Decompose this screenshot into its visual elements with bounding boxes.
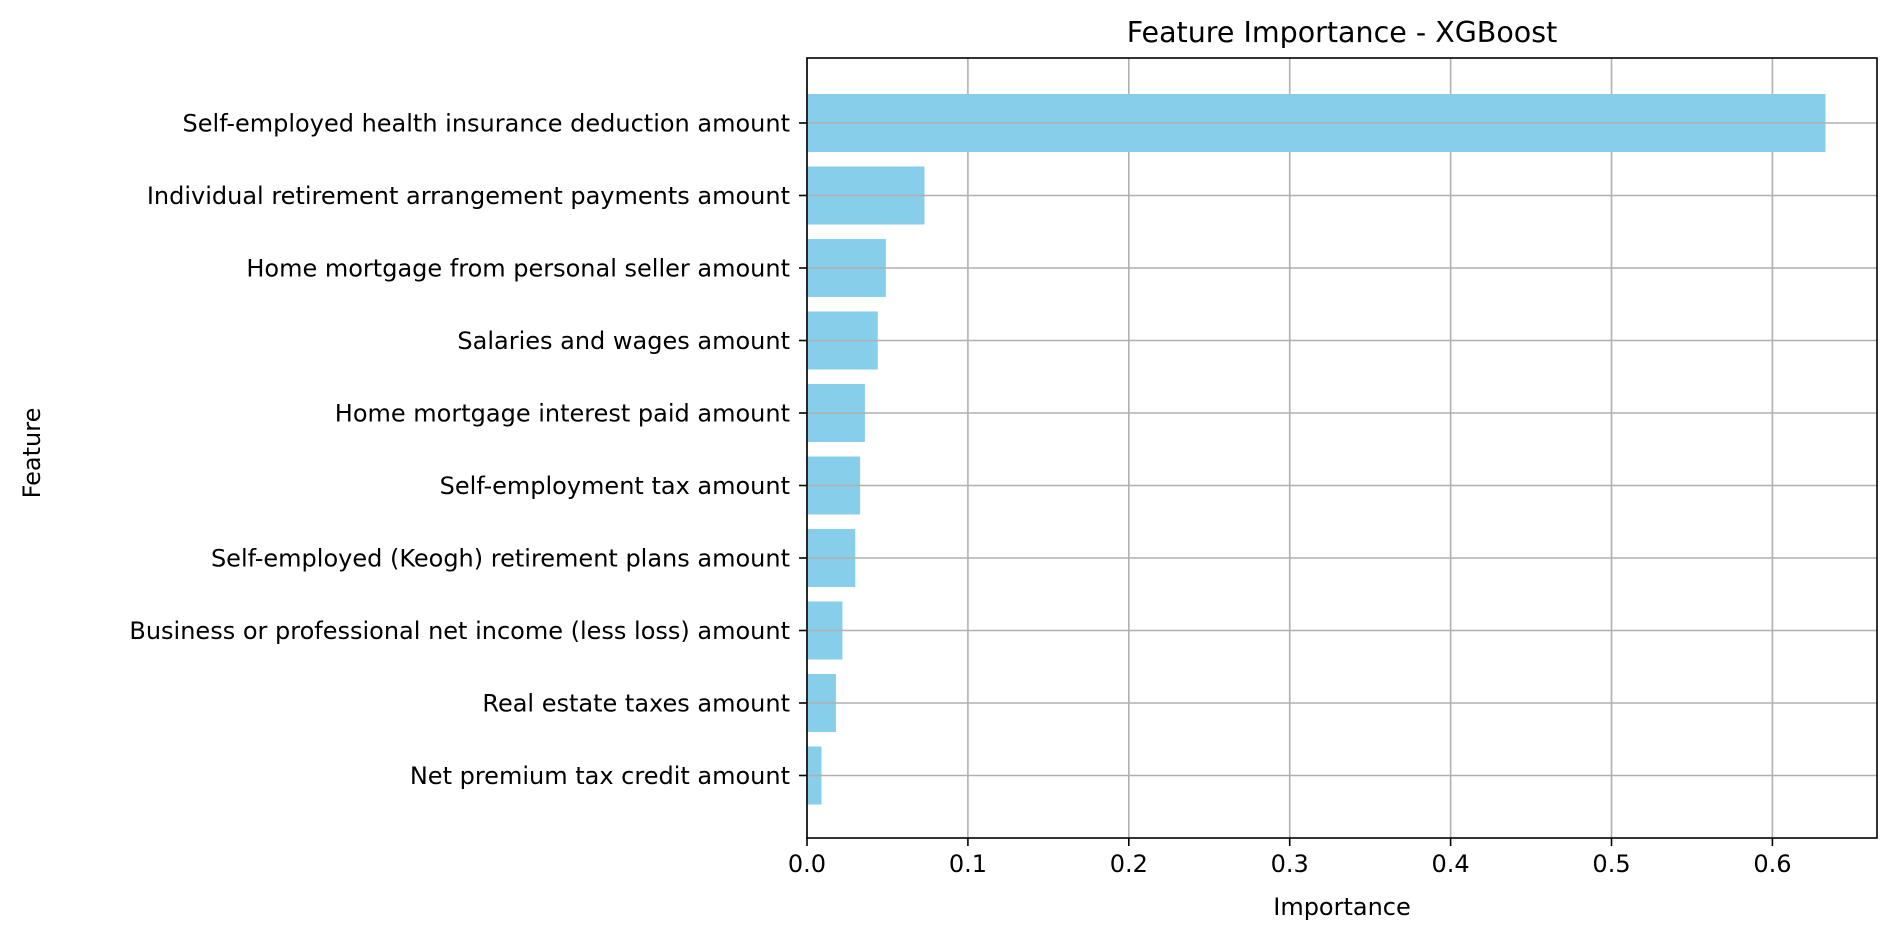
x-tick-label: 0.0 <box>788 850 826 878</box>
plot-frame <box>806 57 1878 839</box>
y-tick-label: Self-employment tax amount <box>440 472 790 500</box>
y-tick-label: Real estate taxes amount <box>482 690 790 718</box>
x-tick-label: 0.3 <box>1271 850 1309 878</box>
y-tick-label: Business or professional net income (les… <box>129 617 790 645</box>
x-tick-label: 0.4 <box>1432 850 1470 878</box>
x-tick-label: 0.1 <box>949 850 987 878</box>
chart-title: Feature Importance - XGBoost <box>1127 16 1558 49</box>
y-tick-label: Home mortgage interest paid amount <box>335 400 790 428</box>
y-axis-label: Feature <box>18 408 46 499</box>
y-tick-label: Salaries and wages amount <box>457 327 790 355</box>
x-axis-label: Importance <box>1273 893 1411 921</box>
x-tick-label: 0.6 <box>1753 850 1791 878</box>
y-tick-label: Self-employed (Keogh) retirement plans a… <box>211 545 790 573</box>
y-tick-label: Individual retirement arrangement paymen… <box>147 182 790 210</box>
x-tick-label: 0.2 <box>1110 850 1148 878</box>
y-tick-label: Self-employed health insurance deduction… <box>183 110 790 138</box>
x-tick-label: 0.5 <box>1592 850 1630 878</box>
y-tick-label: Home mortgage from personal seller amoun… <box>246 255 790 283</box>
tick-layer: 0.0 0.1 0.2 0.3 0.4 0.5 0.6 Self-employed healt… <box>129 110 1791 879</box>
grid-layer <box>806 58 1774 838</box>
y-tick-label: Net premium tax credit amount <box>410 762 790 790</box>
bar-layer <box>807 94 1877 805</box>
